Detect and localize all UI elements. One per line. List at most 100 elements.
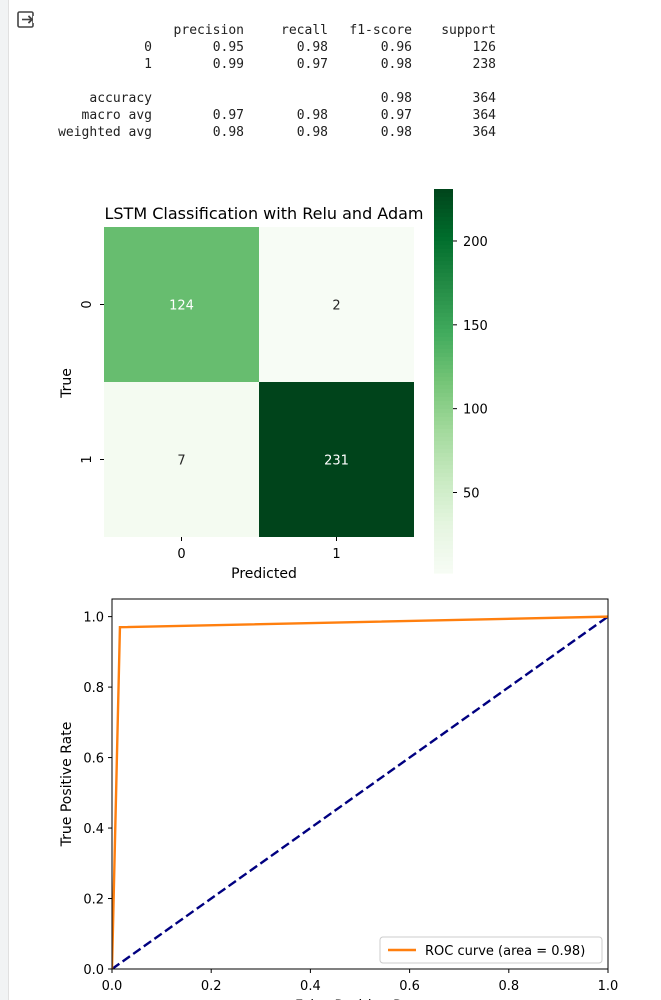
colorbar-segment <box>434 353 453 358</box>
colorbar-segment <box>434 333 453 338</box>
report-cell: 364 <box>472 91 496 106</box>
report-cell: 126 <box>472 40 496 55</box>
report-row: macro avg 0.97 0.98 0.97 364 <box>40 107 496 124</box>
x-axis-label: Predicted <box>231 566 297 582</box>
colorbar-segment <box>434 309 453 314</box>
report-cell: 0.98 <box>212 125 244 140</box>
colorbar-segment <box>434 397 453 402</box>
colorbar-segment <box>434 441 453 446</box>
report-cell: 0.98 <box>296 40 328 55</box>
report-cell: 0.98 <box>380 57 412 72</box>
colorbar-tick-label: 150 <box>463 319 488 334</box>
colorbar-segment <box>434 365 453 370</box>
report-row: weighted avg 0.98 0.98 0.98 364 <box>40 124 496 141</box>
colorbar-segment <box>434 473 453 478</box>
colorbar-segment <box>434 345 453 350</box>
y-tick-label: 0.0 <box>83 963 104 978</box>
report-row: 1 0.99 0.97 0.98 238 <box>40 56 496 73</box>
colorbar-segment <box>434 437 453 442</box>
report-cell: 238 <box>472 57 496 72</box>
colorbar-segment <box>434 369 453 374</box>
output-exit-icon[interactable] <box>16 10 36 30</box>
colorbar-segment <box>434 321 453 326</box>
colorbar-segment <box>434 393 453 398</box>
confusion-matrix-chart: LSTM Classification with Relu and Adam 1 2… <box>59 189 488 582</box>
colorbar-segment <box>434 253 453 258</box>
colorbar-segment <box>434 501 453 506</box>
legend-box <box>379 936 603 964</box>
colorbar-segment <box>434 417 453 422</box>
colorbar-segment <box>434 537 453 542</box>
colorbar-segment <box>434 281 453 286</box>
y-tick-label: 0 <box>80 300 95 308</box>
report-cell: 0.96 <box>380 40 412 55</box>
report-cell: 0.97 <box>212 108 244 123</box>
colorbar-segment <box>434 521 453 526</box>
colorbar-segment <box>434 529 453 534</box>
colorbar-segment <box>434 289 453 294</box>
colorbar-segment <box>434 381 453 386</box>
colorbar-segment <box>434 233 453 238</box>
colorbar-segment <box>434 213 453 218</box>
colorbar-segment <box>434 401 453 406</box>
y-tick-label: 0.4 <box>83 822 104 837</box>
colorbar-segment <box>434 221 453 226</box>
cell-value-label: 231 <box>324 454 349 469</box>
colorbar-segment <box>434 257 453 262</box>
colorbar-segment <box>434 245 453 250</box>
report-cell: 0.97 <box>296 57 328 72</box>
colorbar-segment <box>434 277 453 282</box>
heatmap-cell <box>259 227 414 382</box>
colorbar-segment <box>434 541 453 546</box>
x-tick-label: 1 <box>332 547 340 562</box>
colorbar-segment <box>434 373 453 378</box>
colorbar-segment <box>434 505 453 510</box>
chance-diagonal-line <box>112 615 608 969</box>
colorbar-segment <box>434 389 453 394</box>
colorbar-segment <box>434 241 453 246</box>
report-header-row: precision recall f1-score support <box>40 22 496 39</box>
colorbar-segment <box>434 493 453 498</box>
x-tick-label: 0.8 <box>498 979 519 994</box>
colorbar-segment <box>434 293 453 298</box>
colorbar-segment <box>434 469 453 474</box>
report-cell: 0.98 <box>296 108 328 123</box>
colorbar-segment <box>434 229 453 234</box>
colorbar-segment <box>434 513 453 518</box>
report-cell: macro avg <box>81 108 152 123</box>
report-header-cell: support <box>441 23 496 38</box>
y-axis-label: True <box>59 368 75 399</box>
colorbar-segment <box>434 209 453 214</box>
colorbar-segment <box>434 285 453 290</box>
colorbar-segment <box>434 297 453 302</box>
colorbar-segment <box>434 449 453 454</box>
colorbar-segment <box>434 453 453 458</box>
colorbar-segment <box>434 269 453 274</box>
plot-frame <box>111 598 609 970</box>
colorbar-segment <box>434 421 453 426</box>
colorbar-segment <box>434 553 453 558</box>
report-cell: 0.98 <box>380 91 412 106</box>
colorbar-segment <box>434 385 453 390</box>
colorbar-tick-label: 100 <box>463 403 488 418</box>
colorbar-segment <box>434 461 453 466</box>
colorbar-segment <box>434 565 453 570</box>
colorbar-segment <box>434 361 453 366</box>
plot-area <box>112 615 608 969</box>
y-tick-label: 0.6 <box>83 752 104 767</box>
colorbar-tick-label: 50 <box>463 487 480 502</box>
colorbar-segment <box>434 557 453 562</box>
colorbar-segment <box>434 413 453 418</box>
y-tick-label: 1 <box>80 455 95 463</box>
chart-title: LSTM Classification with Relu and Adam <box>104 204 423 223</box>
roc-curve-line <box>112 615 608 969</box>
colorbar-segment <box>434 465 453 470</box>
colorbar-segment <box>434 189 453 194</box>
colorbar-segment <box>434 457 453 462</box>
colorbar-segment <box>434 545 453 550</box>
report-cell: accuracy <box>89 91 152 106</box>
colorbar-segment <box>434 357 453 362</box>
report-cell: 0.97 <box>380 108 412 123</box>
colorbar-segment <box>434 261 453 266</box>
